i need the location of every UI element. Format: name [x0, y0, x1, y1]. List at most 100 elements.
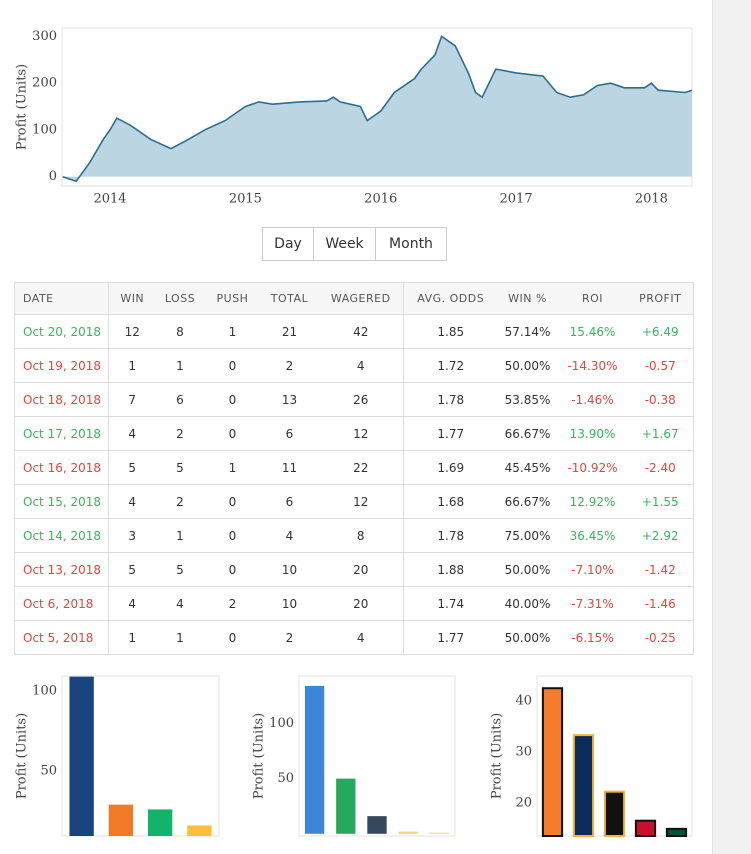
bar [69, 676, 94, 836]
table-cell: 1.74 [403, 586, 498, 621]
table-cell: 2 [260, 348, 319, 383]
table-cell: 26 [318, 382, 404, 417]
period-button[interactable]: Week [313, 227, 376, 261]
table-cell: 1.77 [403, 416, 498, 451]
table-cell: 1.78 [403, 382, 498, 417]
table-cell: 66.67% [497, 484, 558, 519]
table-cell: 42 [318, 314, 404, 349]
table-cell: 1.77 [403, 620, 498, 655]
table-cell: -10.92% [557, 450, 628, 485]
table-cell: 1 [204, 450, 261, 485]
table-cell: Oct 15, 2018 [14, 484, 109, 519]
y-tick-label: 40 [515, 693, 532, 708]
table-cell: 5 [155, 552, 205, 587]
table-cell: Oct 16, 2018 [14, 450, 109, 485]
table-cell: 20 [318, 552, 404, 587]
plot-frame [298, 675, 456, 837]
y-tick-label: 300 [32, 29, 57, 44]
y-axis-label: Profit (Units) [15, 713, 30, 799]
table-cell: +6.49 [627, 314, 694, 349]
table-row: Oct 16, 2018 5 5 1 11 22 1.69 45.45% -10.92% -2.4… [14, 450, 694, 485]
table-cell: 6 [260, 484, 319, 519]
table-cell: Oct 20, 2018 [14, 314, 109, 349]
table-row: Oct 18, 2018 7 6 0 13 26 1.78 53.85% -1.46% -0.38 [14, 382, 694, 417]
column-header: AVG. ODDS [403, 282, 498, 315]
table-cell: 45.45% [497, 450, 558, 485]
table-cell: Oct 6, 2018 [14, 586, 109, 621]
table-cell: 1.85 [403, 314, 498, 349]
table-cell: 4 [318, 348, 404, 383]
table-cell: 1 [155, 518, 205, 553]
column-header: LOSS [155, 282, 205, 315]
table-cell: 50.00% [497, 552, 558, 587]
results-table: DATE WIN LOSS PUSH TOTAL WAGERED AVG. ODDS WIN … [14, 282, 694, 655]
table-cell: 12 [318, 484, 404, 519]
column-header: ROI [557, 282, 628, 315]
table-cell: 36.45% [557, 518, 628, 553]
table-cell: -0.57 [627, 348, 694, 383]
bar [367, 816, 387, 834]
table-row: Oct 17, 2018 4 2 0 6 12 1.77 66.67% 13.90% +1.67 [14, 416, 694, 451]
x-tick-label: 2016 [364, 192, 397, 207]
table-cell: 2 [204, 586, 261, 621]
period-buttons: Day Week Month [262, 227, 447, 261]
table-cell: 2 [155, 416, 205, 451]
table-cell: 1 [155, 620, 205, 655]
line [62, 35, 693, 183]
column-header: WAGERED [318, 282, 404, 315]
table-cell: 4 [260, 518, 319, 553]
table-cell: 0 [204, 552, 261, 587]
column-header: PROFIT [627, 282, 694, 315]
table-row: Oct 6, 2018 4 4 2 10 20 1.74 40.00% -7.31% -1.46 [14, 586, 694, 621]
y-tick-label: 100 [32, 122, 57, 137]
bar [187, 825, 212, 836]
column-header: DATE [14, 282, 109, 315]
table-cell: 1 [108, 620, 156, 655]
table-cell: -6.15% [557, 620, 628, 655]
table-cell: 66.67% [497, 416, 558, 451]
period-button[interactable]: Day [262, 227, 314, 261]
table-cell: 8 [155, 314, 205, 349]
table-cell: 10 [260, 586, 319, 621]
table-cell: 0 [204, 620, 261, 655]
bar [336, 778, 356, 834]
table-row: Oct 14, 2018 3 1 0 4 8 1.78 75.00% 36.45% +2.92 [14, 518, 694, 553]
table-cell: -1.46 [627, 586, 694, 621]
table-cell: 1.69 [403, 450, 498, 485]
y-axis-label: Profit (Units) [490, 713, 505, 799]
table-cell: 5 [108, 552, 156, 587]
y-tick-label: 30 [515, 744, 532, 759]
table-cell: 50.00% [497, 348, 558, 383]
table-cell: -1.42 [627, 552, 694, 587]
x-tick-label: 2014 [93, 192, 126, 207]
y-tick-label: 50 [277, 771, 294, 786]
table-cell: 13.90% [557, 416, 628, 451]
table-cell: 4 [108, 416, 156, 451]
bar [665, 827, 688, 838]
table-cell: 15.46% [557, 314, 628, 349]
table-cell: 3 [108, 518, 156, 553]
table-cell: +1.67 [627, 416, 694, 451]
table-cell: 40.00% [497, 586, 558, 621]
table-cell: 1.88 [403, 552, 498, 587]
table-cell: 4 [108, 484, 156, 519]
table-cell: 12 [108, 314, 156, 349]
bar [603, 790, 626, 837]
period-button[interactable]: Month [375, 227, 447, 261]
table-cell: Oct 19, 2018 [14, 348, 109, 383]
table-cell: -7.31% [557, 586, 628, 621]
table-cell: 1.68 [403, 484, 498, 519]
table-cell: -14.30% [557, 348, 628, 383]
table-cell: Oct 14, 2018 [14, 518, 109, 553]
table-cell: 13 [260, 382, 319, 417]
table-cell: 2 [155, 484, 205, 519]
column-header: WIN % [497, 282, 558, 315]
table-cell: 57.14% [497, 314, 558, 349]
table-cell: 1 [204, 314, 261, 349]
table-cell: -0.25 [627, 620, 694, 655]
table-cell: 10 [260, 552, 319, 587]
table-cell: 0 [204, 382, 261, 417]
table-cell: 0 [204, 416, 261, 451]
y-tick-label: 50 [40, 764, 57, 779]
bar [398, 831, 418, 834]
